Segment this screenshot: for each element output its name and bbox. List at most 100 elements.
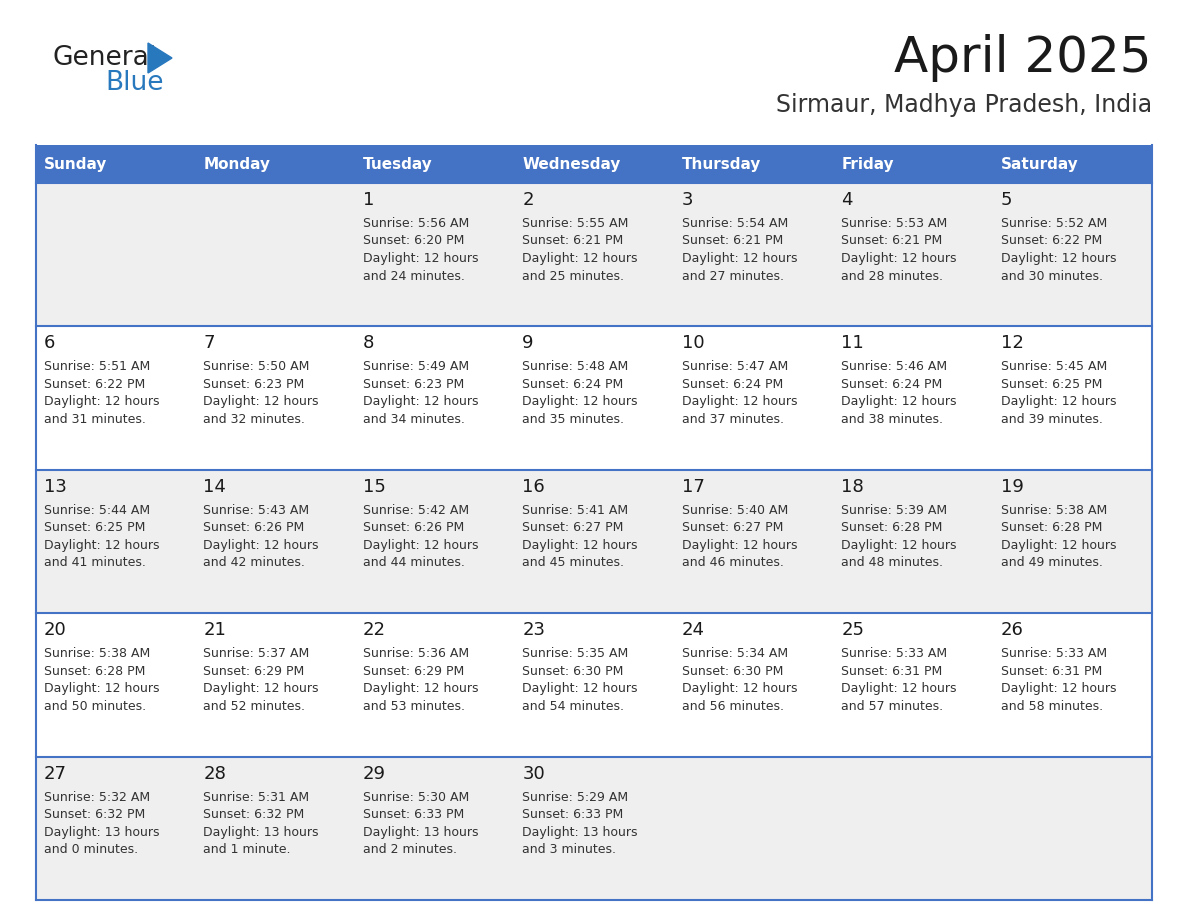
- Polygon shape: [148, 43, 172, 73]
- Bar: [992, 145, 1152, 183]
- Text: Sunrise: 5:33 AM
Sunset: 6:31 PM
Daylight: 12 hours
and 58 minutes.: Sunrise: 5:33 AM Sunset: 6:31 PM Dayligh…: [1000, 647, 1116, 712]
- Text: Sunrise: 5:48 AM
Sunset: 6:24 PM
Daylight: 12 hours
and 35 minutes.: Sunrise: 5:48 AM Sunset: 6:24 PM Dayligh…: [523, 361, 638, 426]
- Bar: [36, 470, 196, 613]
- Text: Sunrise: 5:32 AM
Sunset: 6:32 PM
Daylight: 13 hours
and 0 minutes.: Sunrise: 5:32 AM Sunset: 6:32 PM Dayligh…: [44, 790, 159, 856]
- Bar: [833, 145, 992, 183]
- Text: Sunday: Sunday: [44, 156, 107, 172]
- Text: 2: 2: [523, 191, 533, 209]
- Bar: [992, 327, 1152, 470]
- Bar: [514, 183, 674, 327]
- Bar: [992, 613, 1152, 756]
- Text: 18: 18: [841, 477, 864, 496]
- Text: Sunrise: 5:47 AM
Sunset: 6:24 PM
Daylight: 12 hours
and 37 minutes.: Sunrise: 5:47 AM Sunset: 6:24 PM Dayligh…: [682, 361, 797, 426]
- Bar: [833, 470, 992, 613]
- Text: 17: 17: [682, 477, 704, 496]
- Text: General: General: [52, 45, 156, 71]
- Bar: [992, 756, 1152, 900]
- Text: Sunrise: 5:44 AM
Sunset: 6:25 PM
Daylight: 12 hours
and 41 minutes.: Sunrise: 5:44 AM Sunset: 6:25 PM Dayligh…: [44, 504, 159, 569]
- Bar: [196, 756, 355, 900]
- Text: Sunrise: 5:42 AM
Sunset: 6:26 PM
Daylight: 12 hours
and 44 minutes.: Sunrise: 5:42 AM Sunset: 6:26 PM Dayligh…: [362, 504, 479, 569]
- Bar: [196, 613, 355, 756]
- Text: Saturday: Saturday: [1000, 156, 1079, 172]
- Bar: [196, 183, 355, 327]
- Text: 15: 15: [362, 477, 386, 496]
- Text: Wednesday: Wednesday: [523, 156, 620, 172]
- Text: Sunrise: 5:43 AM
Sunset: 6:26 PM
Daylight: 12 hours
and 42 minutes.: Sunrise: 5:43 AM Sunset: 6:26 PM Dayligh…: [203, 504, 318, 569]
- Text: Sunrise: 5:38 AM
Sunset: 6:28 PM
Daylight: 12 hours
and 50 minutes.: Sunrise: 5:38 AM Sunset: 6:28 PM Dayligh…: [44, 647, 159, 712]
- Bar: [355, 183, 514, 327]
- Text: 10: 10: [682, 334, 704, 353]
- Text: Sunrise: 5:46 AM
Sunset: 6:24 PM
Daylight: 12 hours
and 38 minutes.: Sunrise: 5:46 AM Sunset: 6:24 PM Dayligh…: [841, 361, 956, 426]
- Text: 8: 8: [362, 334, 374, 353]
- Text: 12: 12: [1000, 334, 1023, 353]
- Bar: [992, 470, 1152, 613]
- Bar: [355, 470, 514, 613]
- Bar: [674, 327, 833, 470]
- Text: 27: 27: [44, 765, 67, 783]
- Text: 23: 23: [523, 621, 545, 639]
- Bar: [355, 327, 514, 470]
- Text: 1: 1: [362, 191, 374, 209]
- Text: Friday: Friday: [841, 156, 893, 172]
- Bar: [514, 470, 674, 613]
- Text: Sunrise: 5:55 AM
Sunset: 6:21 PM
Daylight: 12 hours
and 25 minutes.: Sunrise: 5:55 AM Sunset: 6:21 PM Dayligh…: [523, 217, 638, 283]
- Text: Sunrise: 5:31 AM
Sunset: 6:32 PM
Daylight: 13 hours
and 1 minute.: Sunrise: 5:31 AM Sunset: 6:32 PM Dayligh…: [203, 790, 318, 856]
- Text: Sunrise: 5:29 AM
Sunset: 6:33 PM
Daylight: 13 hours
and 3 minutes.: Sunrise: 5:29 AM Sunset: 6:33 PM Dayligh…: [523, 790, 638, 856]
- Text: Sunrise: 5:30 AM
Sunset: 6:33 PM
Daylight: 13 hours
and 2 minutes.: Sunrise: 5:30 AM Sunset: 6:33 PM Dayligh…: [362, 790, 479, 856]
- Text: 11: 11: [841, 334, 864, 353]
- Bar: [514, 756, 674, 900]
- Text: Sunrise: 5:41 AM
Sunset: 6:27 PM
Daylight: 12 hours
and 45 minutes.: Sunrise: 5:41 AM Sunset: 6:27 PM Dayligh…: [523, 504, 638, 569]
- Text: 20: 20: [44, 621, 67, 639]
- Text: 13: 13: [44, 477, 67, 496]
- Bar: [36, 613, 196, 756]
- Text: Sunrise: 5:56 AM
Sunset: 6:20 PM
Daylight: 12 hours
and 24 minutes.: Sunrise: 5:56 AM Sunset: 6:20 PM Dayligh…: [362, 217, 479, 283]
- Text: Sunrise: 5:36 AM
Sunset: 6:29 PM
Daylight: 12 hours
and 53 minutes.: Sunrise: 5:36 AM Sunset: 6:29 PM Dayligh…: [362, 647, 479, 712]
- Bar: [36, 183, 196, 327]
- Text: Sunrise: 5:40 AM
Sunset: 6:27 PM
Daylight: 12 hours
and 46 minutes.: Sunrise: 5:40 AM Sunset: 6:27 PM Dayligh…: [682, 504, 797, 569]
- Text: 3: 3: [682, 191, 694, 209]
- Text: Sunrise: 5:50 AM
Sunset: 6:23 PM
Daylight: 12 hours
and 32 minutes.: Sunrise: 5:50 AM Sunset: 6:23 PM Dayligh…: [203, 361, 318, 426]
- Text: 29: 29: [362, 765, 386, 783]
- Bar: [833, 613, 992, 756]
- Bar: [36, 756, 196, 900]
- Text: Sunrise: 5:38 AM
Sunset: 6:28 PM
Daylight: 12 hours
and 49 minutes.: Sunrise: 5:38 AM Sunset: 6:28 PM Dayligh…: [1000, 504, 1116, 569]
- Text: April 2025: April 2025: [895, 34, 1152, 82]
- Bar: [674, 183, 833, 327]
- Text: Sunrise: 5:51 AM
Sunset: 6:22 PM
Daylight: 12 hours
and 31 minutes.: Sunrise: 5:51 AM Sunset: 6:22 PM Dayligh…: [44, 361, 159, 426]
- Text: 16: 16: [523, 477, 545, 496]
- Bar: [355, 613, 514, 756]
- Text: 25: 25: [841, 621, 864, 639]
- Text: Tuesday: Tuesday: [362, 156, 432, 172]
- Text: 14: 14: [203, 477, 226, 496]
- Text: Sunrise: 5:33 AM
Sunset: 6:31 PM
Daylight: 12 hours
and 57 minutes.: Sunrise: 5:33 AM Sunset: 6:31 PM Dayligh…: [841, 647, 956, 712]
- Text: 24: 24: [682, 621, 704, 639]
- Text: 19: 19: [1000, 477, 1023, 496]
- Bar: [514, 613, 674, 756]
- Text: 5: 5: [1000, 191, 1012, 209]
- Text: Monday: Monday: [203, 156, 271, 172]
- Text: Sunrise: 5:54 AM
Sunset: 6:21 PM
Daylight: 12 hours
and 27 minutes.: Sunrise: 5:54 AM Sunset: 6:21 PM Dayligh…: [682, 217, 797, 283]
- Bar: [833, 327, 992, 470]
- Bar: [992, 183, 1152, 327]
- Text: Sunrise: 5:35 AM
Sunset: 6:30 PM
Daylight: 12 hours
and 54 minutes.: Sunrise: 5:35 AM Sunset: 6:30 PM Dayligh…: [523, 647, 638, 712]
- Bar: [833, 183, 992, 327]
- Bar: [674, 613, 833, 756]
- Bar: [355, 756, 514, 900]
- Text: Sunrise: 5:37 AM
Sunset: 6:29 PM
Daylight: 12 hours
and 52 minutes.: Sunrise: 5:37 AM Sunset: 6:29 PM Dayligh…: [203, 647, 318, 712]
- Bar: [355, 145, 514, 183]
- Text: 9: 9: [523, 334, 533, 353]
- Bar: [196, 145, 355, 183]
- Text: Sunrise: 5:34 AM
Sunset: 6:30 PM
Daylight: 12 hours
and 56 minutes.: Sunrise: 5:34 AM Sunset: 6:30 PM Dayligh…: [682, 647, 797, 712]
- Text: 26: 26: [1000, 621, 1023, 639]
- Bar: [36, 327, 196, 470]
- Text: 28: 28: [203, 765, 226, 783]
- Bar: [833, 756, 992, 900]
- Bar: [674, 756, 833, 900]
- Text: 30: 30: [523, 765, 545, 783]
- Text: Sunrise: 5:39 AM
Sunset: 6:28 PM
Daylight: 12 hours
and 48 minutes.: Sunrise: 5:39 AM Sunset: 6:28 PM Dayligh…: [841, 504, 956, 569]
- Bar: [674, 145, 833, 183]
- Text: Thursday: Thursday: [682, 156, 762, 172]
- Bar: [196, 470, 355, 613]
- Text: 21: 21: [203, 621, 226, 639]
- Bar: [674, 470, 833, 613]
